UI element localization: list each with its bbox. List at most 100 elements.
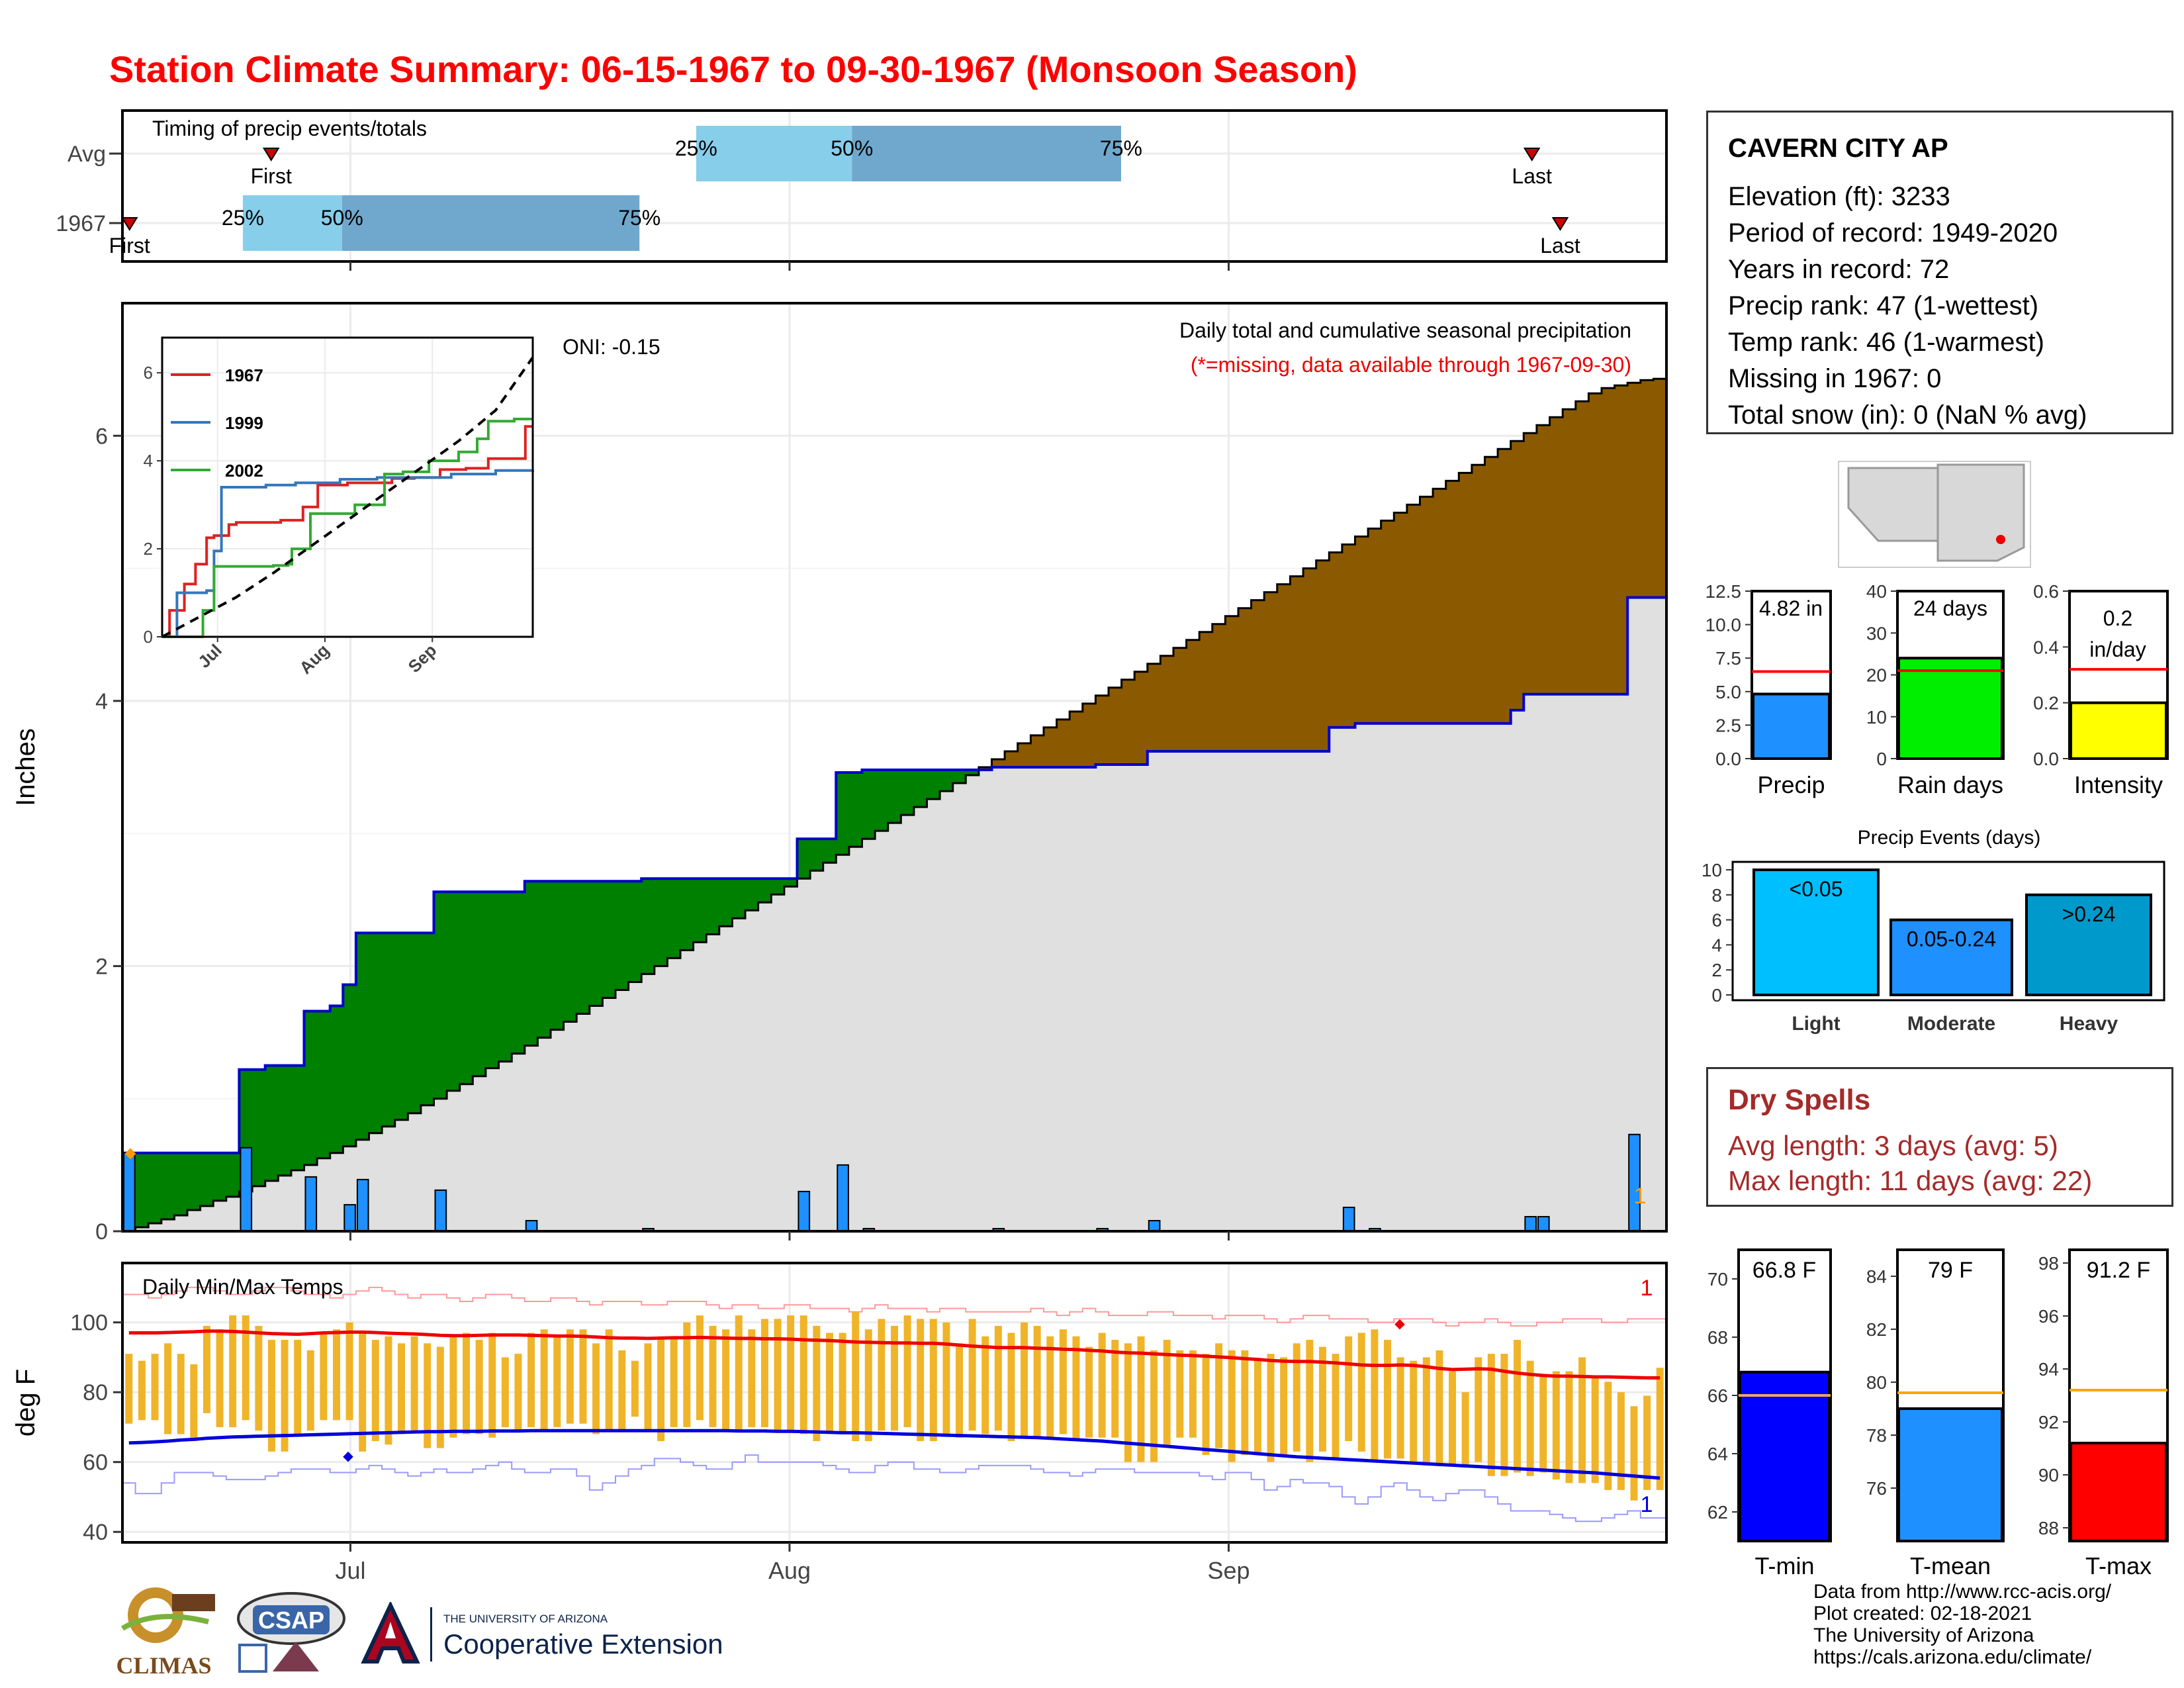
precip-base-area: [447, 1090, 461, 1231]
inset-y-tick-label: 6: [144, 363, 153, 383]
precip-above-average-area: [161, 1152, 175, 1219]
daily-temp-range-bar: [125, 1354, 133, 1424]
precip-base-area: [1277, 751, 1291, 1231]
precip-above-average-area: [745, 878, 759, 911]
summary-category-label: Intensity: [2074, 771, 2163, 798]
daily-temp-range-bar: [229, 1315, 237, 1427]
daily-temp-range-bar: [1253, 1360, 1261, 1456]
timing-panel-border: [121, 109, 1668, 263]
precip-below-average-area: [1238, 608, 1252, 751]
summary-y-tick-label: 2.5: [1715, 715, 1741, 735]
precip-event-bar-light: [1752, 868, 1880, 996]
daily-temp-range-bar: [281, 1340, 289, 1452]
summary-y-tick-label: 0: [1876, 749, 1887, 769]
precip-base-area: [135, 1227, 149, 1231]
daily-temp-range-bar: [1449, 1371, 1457, 1466]
precip-below-average-area: [1108, 687, 1122, 765]
daily-temp-range-bar: [488, 1333, 496, 1438]
precip-base-area: [187, 1209, 201, 1231]
precip-below-average-area: [1017, 743, 1031, 767]
precip-base-area: [1043, 767, 1058, 1231]
summary-bar-t-min: [1739, 1370, 1831, 1543]
daily-temp-range-bar: [825, 1333, 833, 1434]
precip-below-average-area: [1420, 496, 1433, 724]
precip-event-bar-label: >0.24: [2062, 902, 2116, 926]
climas-text: CLIMAS: [116, 1652, 212, 1679]
inset-series-2002: [162, 418, 533, 638]
precip-above-average-area: [901, 770, 915, 816]
inset-legend-label: 2002: [225, 461, 263, 481]
daily-temp-range-bar: [1487, 1354, 1495, 1476]
timing-last-label: Last: [1540, 234, 1580, 258]
precip-base-area: [1147, 751, 1161, 1231]
inset-series-average: [161, 356, 534, 638]
precip-below-average-area: [1069, 711, 1083, 767]
precip-below-average-area: [1498, 449, 1512, 724]
precip-base-area: [901, 815, 915, 1231]
timing-bar-q2: [852, 126, 1121, 181]
precip-above-average-area: [615, 881, 629, 990]
precip-below-average-area: [1588, 393, 1602, 694]
daily-temp-range-bar: [864, 1329, 872, 1442]
precip-base-area: [1121, 764, 1135, 1231]
daily-precip-bar: [1148, 1219, 1161, 1233]
precip-below-average-area: [1186, 639, 1200, 751]
precip-y-tick-label: 0: [95, 1219, 108, 1244]
daily-temp-range-bar: [255, 1325, 263, 1431]
temp-y-axis-label: deg F: [11, 1369, 40, 1436]
daily-precip-bar: [1537, 1215, 1550, 1233]
precip-base-area: [1433, 723, 1447, 1231]
precip-below-average-area: [1563, 409, 1576, 694]
csap-text: CSAP: [258, 1607, 324, 1634]
precip-above-average-area: [550, 881, 565, 1030]
daily-temp-range-bar: [320, 1333, 328, 1421]
footer-line: Plot created: 02-18-2021: [1813, 1603, 2032, 1624]
precip-base-area: [291, 1170, 305, 1231]
inset-series-1967: [162, 425, 533, 638]
daily-precip-bar: [837, 1164, 849, 1233]
summary-category-label: Rain days: [1897, 771, 2003, 798]
daily-temp-range-bar: [1617, 1392, 1625, 1490]
climas-logo: CLIMAS: [109, 1582, 218, 1679]
precip-base-area: [1459, 723, 1473, 1231]
precip-base-area: [576, 1013, 590, 1231]
summary-y-tick-label: 98: [2038, 1253, 2059, 1274]
daily-temp-range-bar: [929, 1319, 937, 1442]
precip-events-y-tick-label: 10: [1702, 860, 1722, 880]
daily-temp-range-bar: [1332, 1354, 1340, 1459]
daily-temp-range-bar: [1306, 1340, 1314, 1462]
daily-temp-range-bar: [1033, 1325, 1041, 1438]
summary-y-tick-label: 10.0: [1706, 615, 1742, 635]
station-detail-line: Years in record: 72: [1728, 255, 1950, 284]
daily-temp-range-bar: [968, 1319, 976, 1431]
temp-missing-max: 1: [1641, 1276, 1653, 1301]
precip-above-average-area: [797, 839, 811, 879]
summary-y-tick-label: 88: [2038, 1518, 2059, 1538]
precip-above-average-area: [343, 984, 357, 1147]
temp-x-tick-label: Sep: [1207, 1557, 1250, 1584]
summary-bar-precip: [1752, 692, 1831, 761]
daily-temp-range-bar: [1150, 1350, 1158, 1462]
precip-below-average-area: [1173, 647, 1187, 751]
daily-precip-bar: [240, 1147, 253, 1232]
precip-chart-subtitle: (*=missing, data available through 1967-…: [1191, 353, 1631, 377]
precip-above-average-area: [563, 881, 577, 1022]
ua-logo: THE UNIVERSITY OF ARIZONA Cooperative Ex…: [361, 1602, 745, 1668]
daily-temp-range-bar: [436, 1346, 444, 1448]
precip-above-average-area: [317, 1011, 331, 1158]
summary-y-tick-label: 92: [2038, 1412, 2059, 1432]
intensity-value-label: 0.2: [2103, 606, 2132, 630]
temp-x-tick-label: Aug: [768, 1557, 811, 1584]
precip-above-average-area: [862, 770, 876, 839]
intensity-unit-label: in/day: [2089, 637, 2146, 661]
temp-x-tick-label: Jul: [335, 1557, 365, 1584]
summary-y-tick-label: 78: [1866, 1425, 1887, 1446]
temp-chart-title: Daily Min/Max Temps: [142, 1275, 343, 1299]
precip-above-average-area: [576, 881, 590, 1014]
daily-precip-bar: [304, 1176, 318, 1232]
precip-below-average-area: [1199, 632, 1213, 751]
inset-y-tick-label: 4: [144, 451, 153, 471]
precip-events-y-tick-label: 4: [1711, 935, 1722, 955]
precip-below-average-area: [1640, 380, 1654, 598]
precip-observed-cumulative-line: [122, 596, 1666, 1154]
